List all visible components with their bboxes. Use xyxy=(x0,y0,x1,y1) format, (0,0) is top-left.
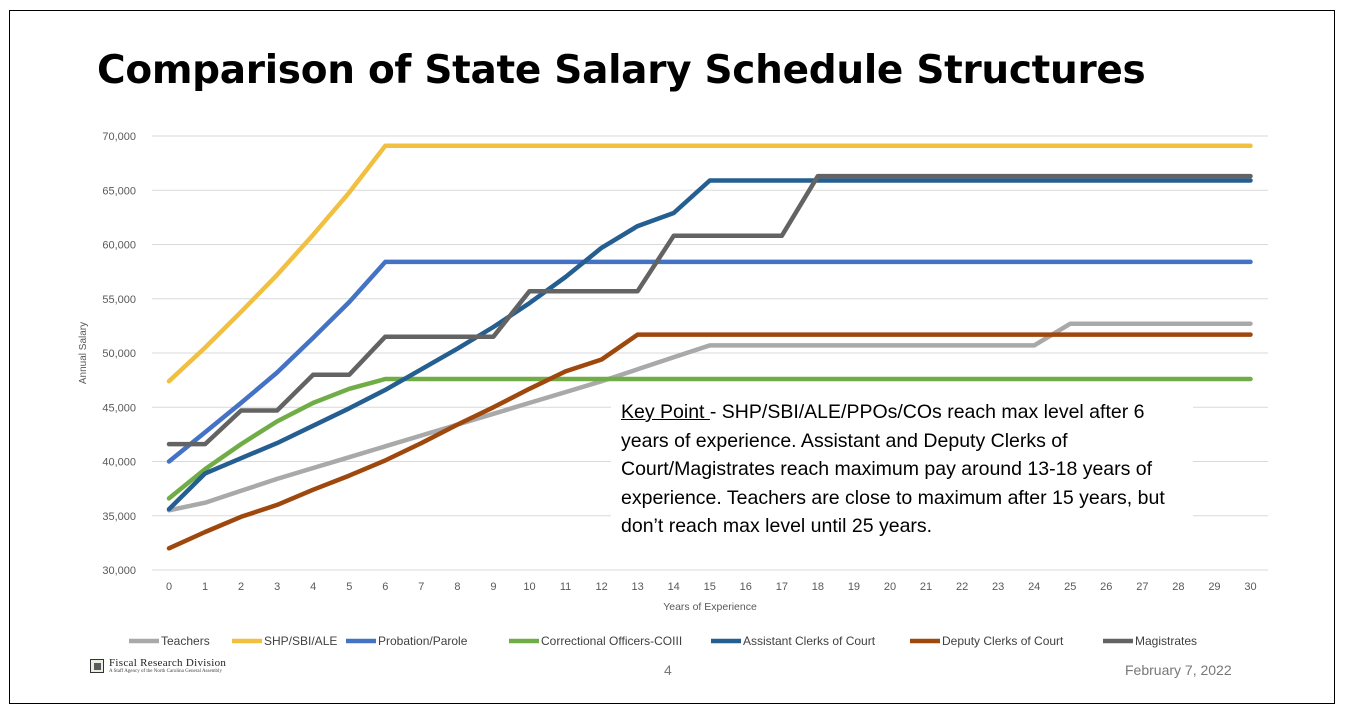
legend-item: Magistrates xyxy=(1103,634,1197,648)
chart-legend: Teachers SHP/SBI/ALE Probation/Parole Corre… xyxy=(129,634,1197,648)
x-tick-label: 25 xyxy=(1064,581,1076,593)
legend-label: Teachers xyxy=(161,634,210,648)
y-axis-tick-labels: 30,000 35,000 40,000 45,000 50,000 55,000 60,0… xyxy=(102,131,136,577)
x-axis-label: Years of Experience xyxy=(663,601,757,613)
x-tick-label: 8 xyxy=(454,581,460,593)
x-tick-label: 30 xyxy=(1244,581,1256,593)
y-tick-label: 30,000 xyxy=(102,565,136,577)
y-tick-label: 65,000 xyxy=(102,185,136,197)
x-tick-label: 21 xyxy=(920,581,932,593)
x-tick-label: 17 xyxy=(776,581,788,593)
x-tick-label: 3 xyxy=(274,581,280,593)
legend-item: Assistant Clerks of Court xyxy=(711,634,876,648)
series-line-correctional-officers-coiii xyxy=(166,376,1253,501)
series-line-assistant-clerks-of-court xyxy=(166,178,1253,512)
legend-label: Correctional Officers-COIII xyxy=(541,634,682,648)
x-tick-label: 6 xyxy=(382,581,388,593)
legend-label: Assistant Clerks of Court xyxy=(743,634,876,648)
y-tick-label: 45,000 xyxy=(102,402,136,414)
legend-label: Deputy Clerks of Court xyxy=(942,634,1064,648)
x-tick-label: 18 xyxy=(812,581,824,593)
page-number: 4 xyxy=(664,662,672,678)
x-tick-label: 13 xyxy=(632,581,644,593)
x-tick-label: 4 xyxy=(310,581,316,593)
y-tick-label: 70,000 xyxy=(102,131,136,143)
x-tick-label: 27 xyxy=(1136,581,1148,593)
x-tick-label: 22 xyxy=(956,581,968,593)
x-tick-label: 11 xyxy=(560,581,571,593)
logo-name: Fiscal Research Division xyxy=(109,657,227,669)
x-axis-tick-labels: 0 1 2 3 4 5 6 7 8 9 10 11 12 13 14 15 16 17 18 19 20 21 22 23 24… xyxy=(166,581,1257,593)
series-line-probation-parole xyxy=(166,259,1253,464)
key-point-callout: Key Point - SHP/SBI/ALE/PPOs/COs reach m… xyxy=(611,394,1193,566)
x-tick-label: 24 xyxy=(1028,581,1040,593)
slide-title: Comparison of State Salary Schedule Stru… xyxy=(97,48,1146,93)
x-tick-label: 28 xyxy=(1172,581,1184,593)
x-tick-label: 12 xyxy=(595,581,607,593)
y-axis-label: Annual Salary xyxy=(78,322,89,384)
x-tick-label: 1 xyxy=(202,581,208,593)
x-tick-label: 9 xyxy=(490,581,496,593)
legend-item: Deputy Clerks of Court xyxy=(910,634,1064,648)
y-tick-label: 60,000 xyxy=(102,240,136,252)
legend-label: Magistrates xyxy=(1135,634,1197,648)
x-tick-label: 10 xyxy=(523,581,535,593)
slide-date: February 7, 2022 xyxy=(1125,662,1232,678)
x-tick-label: 29 xyxy=(1208,581,1220,593)
x-tick-label: 5 xyxy=(346,581,352,593)
x-tick-label: 26 xyxy=(1100,581,1112,593)
y-tick-label: 35,000 xyxy=(102,511,136,523)
y-tick-label: 50,000 xyxy=(102,348,136,360)
legend-label: SHP/SBI/ALE xyxy=(264,634,337,648)
x-tick-label: 20 xyxy=(884,581,896,593)
key-point-label: Key Point xyxy=(621,401,710,423)
logo-subtitle: A Staff Agency of the North Carolina Gen… xyxy=(109,669,222,674)
x-tick-label: 23 xyxy=(992,581,1004,593)
key-point-text: - SHP/SBI/ALE/PPOs/COs reach max level a… xyxy=(621,401,1165,537)
x-tick-label: 15 xyxy=(704,581,716,593)
series-line-magistrates xyxy=(166,173,1253,447)
legend-item: Teachers xyxy=(129,634,210,648)
series-line-teachers xyxy=(166,321,1253,513)
x-tick-label: 2 xyxy=(238,581,244,593)
x-tick-label: 16 xyxy=(740,581,752,593)
fiscal-research-division-logo: Fiscal Research Division A Staff Agency … xyxy=(90,657,226,675)
legend-item: Correctional Officers-COIII xyxy=(509,634,682,648)
legend-label: Probation/Parole xyxy=(378,634,468,648)
logo-square-icon xyxy=(90,659,104,673)
x-tick-label: 14 xyxy=(668,581,680,593)
series-line-deputy-clerks-of-court xyxy=(166,332,1253,551)
y-tick-label: 55,000 xyxy=(102,294,136,306)
legend-item: Probation/Parole xyxy=(346,634,468,648)
y-tick-label: 40,000 xyxy=(102,457,136,469)
chart-series-lines xyxy=(166,143,1253,551)
x-tick-label: 7 xyxy=(418,581,424,593)
x-tick-label: 0 xyxy=(166,581,172,593)
x-tick-label: 19 xyxy=(848,581,860,593)
series-line-shp-sbi-ale xyxy=(166,143,1253,384)
legend-item: SHP/SBI/ALE xyxy=(232,634,337,648)
